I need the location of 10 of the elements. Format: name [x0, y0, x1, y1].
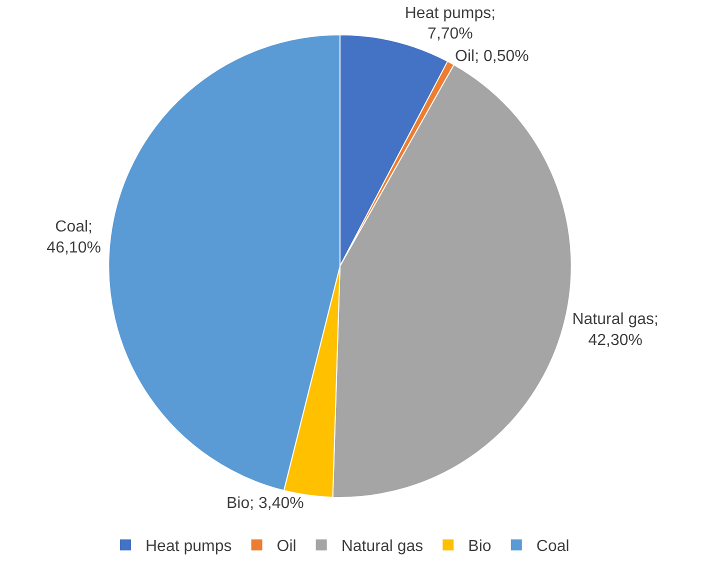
data-label: Natural gas; 42,30%: [572, 311, 658, 349]
legend-label: Coal: [536, 538, 570, 556]
legend-label: Oil: [276, 538, 296, 556]
data-label: Heat pumps; 7,70%: [404, 4, 496, 43]
legend-label: Natural gas: [341, 538, 424, 556]
legend-label: Heat pumps: [146, 538, 232, 556]
legend-label: Bio: [468, 538, 492, 556]
data-label: Coal; 46,10%: [46, 218, 101, 256]
data-label: Bio; 3,40%: [226, 495, 304, 512]
data-label: Oil; 0,50%: [455, 48, 529, 65]
